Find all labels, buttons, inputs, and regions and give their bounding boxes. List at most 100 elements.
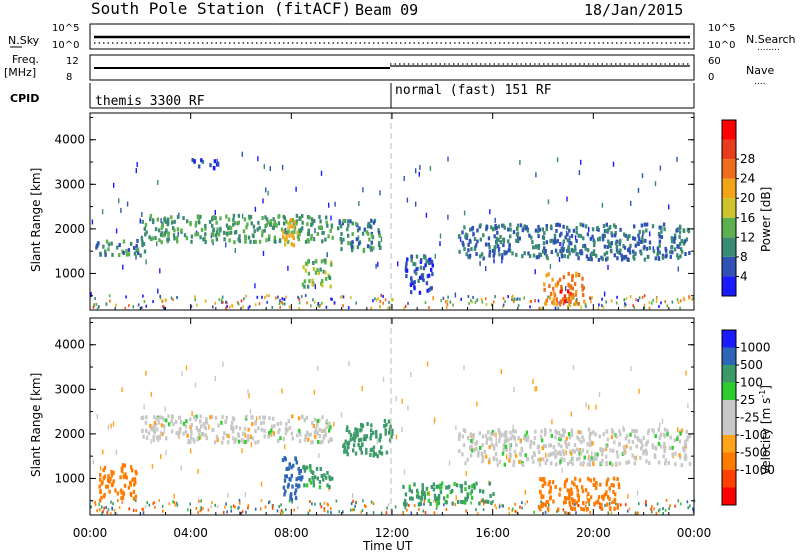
echo-cell xyxy=(465,471,467,476)
echo-cell xyxy=(614,230,617,235)
echo-cell xyxy=(566,305,569,309)
echo-cell xyxy=(648,301,651,305)
beam-label: Beam 09 xyxy=(355,1,418,19)
echo-cell xyxy=(193,439,196,444)
velocity-colorbar-segment xyxy=(722,400,736,418)
echo-cell xyxy=(498,438,501,443)
echo-cell xyxy=(195,414,198,419)
echo-cell xyxy=(192,437,195,442)
echo-cell xyxy=(408,488,411,493)
echo-cell xyxy=(627,460,631,465)
echo-cell xyxy=(287,221,290,226)
station-title: South Pole Station (fitACF) xyxy=(91,0,351,18)
echo-cell xyxy=(432,297,435,301)
echo-cell xyxy=(233,240,236,245)
echo-cell xyxy=(670,239,674,244)
echo-cell xyxy=(160,240,163,245)
echo-cell xyxy=(324,432,328,437)
echo-cell xyxy=(194,232,197,237)
echo-cell xyxy=(99,465,102,471)
echo-cell xyxy=(503,433,506,438)
echo-cell xyxy=(172,298,174,302)
echo-cell xyxy=(573,302,575,306)
echo-cell xyxy=(493,247,496,252)
echo-cell xyxy=(586,232,590,237)
echo-cell xyxy=(121,495,125,500)
echo-cell xyxy=(278,239,282,244)
echo-cell xyxy=(227,492,229,498)
echo-cell xyxy=(384,298,387,302)
echo-cell xyxy=(243,217,247,222)
echo-cell xyxy=(394,505,397,509)
echo-cell xyxy=(571,456,574,461)
echo-cell xyxy=(95,243,99,248)
power-colorbar-label: Power [dB] xyxy=(759,187,773,252)
echo-cell xyxy=(115,303,117,307)
echo-cell xyxy=(238,426,242,431)
echo-cell xyxy=(122,250,125,255)
echo-cell xyxy=(372,220,376,225)
velocity-colorbar-tick-label: -1000 xyxy=(740,463,775,477)
echo-cell xyxy=(351,221,354,226)
echo-cell xyxy=(642,449,645,454)
echo-cell xyxy=(663,441,666,446)
echo-cell xyxy=(266,300,268,304)
echo-cell xyxy=(526,500,529,504)
echo-cell xyxy=(673,236,677,240)
echo-cell xyxy=(548,443,551,448)
echo-cell xyxy=(313,417,317,422)
echo-cell xyxy=(235,425,238,430)
echo-cell xyxy=(234,437,238,442)
echo-cell xyxy=(249,409,252,414)
echo-cell xyxy=(340,247,343,252)
velocity-colorbar-tick-label: -25 xyxy=(740,411,760,425)
echo-cell xyxy=(435,506,438,510)
echo-cell xyxy=(232,504,235,508)
echo-cell xyxy=(297,476,300,481)
echo-cell xyxy=(263,428,266,433)
echo-cell xyxy=(428,306,430,309)
echo-cell xyxy=(187,508,189,512)
echo-cell xyxy=(502,443,506,448)
echo-cell xyxy=(295,460,298,465)
echo-cell xyxy=(625,460,628,465)
echo-cell xyxy=(319,267,322,272)
echo-cell xyxy=(545,458,549,463)
echo-cell xyxy=(232,222,235,227)
echo-cell xyxy=(297,466,300,471)
echo-cell xyxy=(139,253,142,258)
echo-cell xyxy=(507,438,510,443)
echo-cell xyxy=(376,439,378,445)
echo-cell xyxy=(287,239,290,244)
echo-cell xyxy=(658,243,661,248)
echo-cell xyxy=(238,234,241,239)
echo-cell xyxy=(526,438,529,443)
echo-cell xyxy=(318,453,320,459)
echo-cell xyxy=(237,433,241,438)
echo-cell xyxy=(285,474,288,479)
echo-cell xyxy=(260,427,264,432)
echo-cell xyxy=(489,209,491,215)
echo-cell xyxy=(514,453,518,458)
echo-cell xyxy=(223,431,226,436)
echo-cell xyxy=(682,296,685,300)
echo-cell xyxy=(429,165,432,171)
echo-cell xyxy=(615,434,618,439)
echo-cell xyxy=(410,254,414,259)
echo-cell xyxy=(575,485,578,490)
echo-cell xyxy=(668,446,672,451)
freq-tick-bottom: 8 xyxy=(66,72,72,83)
echo-cell xyxy=(202,422,205,426)
echo-cell xyxy=(355,301,357,305)
echo-cell xyxy=(210,233,213,239)
echo-cell xyxy=(313,475,317,480)
echo-cell xyxy=(656,502,659,506)
echo-cell xyxy=(575,230,578,235)
echo-cell xyxy=(196,428,200,433)
echo-cell xyxy=(605,460,608,465)
echo-cell xyxy=(104,249,107,254)
echo-cell xyxy=(304,239,308,244)
velocity-colorbar-label-close: ] xyxy=(759,385,773,390)
echo-cell xyxy=(588,503,590,506)
echo-cell xyxy=(244,492,247,498)
